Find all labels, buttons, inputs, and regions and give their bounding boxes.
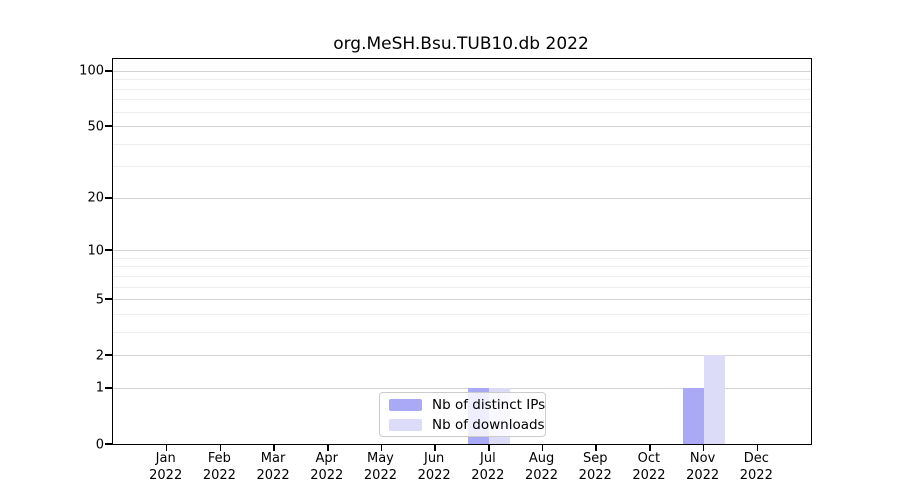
x-tick-label: Jun 2022 xyxy=(418,451,451,484)
y-tick-mark xyxy=(105,387,112,389)
x-tick-year: 2022 xyxy=(686,467,720,483)
bar-downloads xyxy=(703,355,725,444)
x-tick-mark xyxy=(756,444,759,451)
legend-row: Nb of downloads xyxy=(389,417,545,433)
x-axis-labels: Jan 2022 Feb 2022 Mar 2022 Apr 2022 May 2022 Jun 20… xyxy=(112,451,810,491)
y-tick-label: 2 xyxy=(95,348,104,364)
x-tick-mark xyxy=(488,444,490,451)
y-tick-mark xyxy=(105,249,112,251)
legend: Nb of distinct IPs Nb of downloads xyxy=(379,392,546,437)
major-gridline xyxy=(113,387,811,389)
minor-gridline xyxy=(113,143,811,145)
x-tick-label: Nov 2022 xyxy=(686,451,719,484)
x-tick-mark xyxy=(380,444,383,451)
y-tick-mark xyxy=(105,125,112,127)
x-tick-mark xyxy=(327,444,329,451)
plot-area: Nb of distinct IPs Nb of downloads xyxy=(105,58,812,451)
y-tick-label: 1 xyxy=(95,380,104,396)
x-tick-month: Apr xyxy=(315,451,339,466)
x-tick-label: Mar 2022 xyxy=(257,451,290,484)
x-tick-month: Jul xyxy=(480,451,496,466)
y-tick-label: 20 xyxy=(87,190,104,206)
minor-gridline xyxy=(113,166,811,168)
y-tick-label: 50 xyxy=(87,119,104,135)
major-gridline xyxy=(113,250,811,252)
x-tick-label: Dec 2022 xyxy=(740,451,773,484)
x-tick-mark xyxy=(434,444,436,451)
x-tick-month: Jan xyxy=(155,451,176,466)
y-tick-mark xyxy=(105,70,112,72)
x-tick-month: Sep xyxy=(582,451,608,466)
x-tick-label: Feb 2022 xyxy=(203,451,236,484)
major-gridline xyxy=(113,197,811,199)
x-tick-label: Jul 2022 xyxy=(471,451,504,484)
legend-swatch-distinct-ips xyxy=(389,398,422,411)
x-tick-mark xyxy=(541,444,544,451)
minor-gridline xyxy=(113,88,811,90)
y-tick-mark xyxy=(105,197,112,199)
x-tick-year: 2022 xyxy=(310,467,344,483)
x-tick-mark xyxy=(595,444,597,451)
minor-gridline xyxy=(113,286,811,288)
x-tick-year: 2022 xyxy=(578,467,612,483)
legend-label: Nb of downloads xyxy=(432,416,545,433)
x-tick-mark xyxy=(273,444,275,451)
y-tick-label: 10 xyxy=(87,243,104,259)
legend-swatch-downloads xyxy=(389,418,422,431)
major-gridline xyxy=(113,126,811,128)
x-tick-label: May 2022 xyxy=(364,451,397,484)
x-tick-year: 2022 xyxy=(417,467,451,483)
minor-gridline xyxy=(113,331,811,333)
minor-gridline xyxy=(113,111,811,113)
minor-gridline xyxy=(113,313,811,315)
x-tick-year: 2022 xyxy=(524,467,559,483)
y-tick-mark xyxy=(105,298,112,300)
minor-gridline xyxy=(113,266,811,268)
y-tick-mark xyxy=(105,443,112,445)
legend-row: Nb of distinct IPs xyxy=(389,397,545,413)
bar-distinct-ips xyxy=(682,387,704,444)
chart-title: org.MeSH.Bsu.TUB10.db 2022 xyxy=(333,34,589,54)
major-gridline xyxy=(113,299,811,301)
x-tick-month: Feb xyxy=(207,451,231,466)
x-tick-mark xyxy=(219,444,222,451)
minor-gridline xyxy=(113,257,811,259)
y-tick-mark xyxy=(105,354,112,356)
x-tick-year: 2022 xyxy=(739,467,773,483)
x-tick-month: Aug xyxy=(528,451,555,466)
y-tick-label: 5 xyxy=(95,292,104,308)
x-tick-label: Apr 2022 xyxy=(310,451,343,484)
x-tick-label: Sep 2022 xyxy=(579,451,612,484)
x-tick-month: Jun xyxy=(423,451,445,466)
x-tick-month: Nov xyxy=(689,451,716,466)
x-tick-label: Aug 2022 xyxy=(525,451,558,484)
x-tick-year: 2022 xyxy=(149,467,183,483)
x-tick-month: Mar xyxy=(260,451,286,466)
x-tick-month: May xyxy=(367,451,394,466)
x-tick-mark xyxy=(649,444,651,451)
y-tick-label: 0 xyxy=(95,437,104,452)
major-gridline xyxy=(113,355,811,357)
y-tick-label: 100 xyxy=(79,63,104,79)
minor-gridline xyxy=(113,79,811,81)
x-tick-label: Oct 2022 xyxy=(632,451,665,484)
minor-gridline xyxy=(113,275,811,277)
x-tick-year: 2022 xyxy=(202,467,236,483)
major-gridline xyxy=(113,70,811,72)
minor-gridline xyxy=(113,99,811,101)
x-tick-year: 2022 xyxy=(632,467,666,483)
x-tick-year: 2022 xyxy=(363,467,397,483)
x-tick-month: Oct xyxy=(637,451,661,466)
legend-label: Nb of distinct IPs xyxy=(432,396,546,413)
y-axis-labels: 0 1 2 5 10 20 50 100 xyxy=(0,58,104,452)
x-tick-mark xyxy=(702,444,705,451)
x-tick-label: Jan 2022 xyxy=(149,451,182,484)
x-tick-year: 2022 xyxy=(256,467,290,483)
x-tick-month: Dec xyxy=(743,451,769,466)
x-tick-year: 2022 xyxy=(471,467,505,483)
x-tick-mark xyxy=(165,444,168,451)
